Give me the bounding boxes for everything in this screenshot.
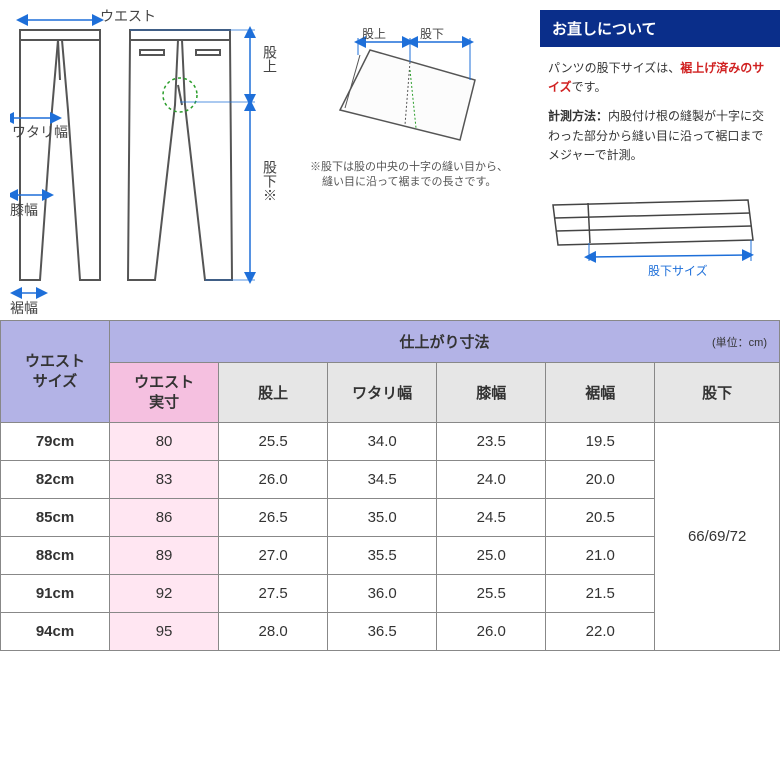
cell-val: 36.0: [328, 575, 437, 613]
table-body: 79cm8025.534.023.519.566/69/7282cm8326.0…: [1, 423, 780, 651]
cell-size: 82cm: [1, 461, 110, 499]
cell-val: 35.5: [328, 537, 437, 575]
cell-val: 25.5: [219, 423, 328, 461]
cell-inseam-merged: 66/69/72: [655, 423, 780, 651]
cell-val: 27.5: [219, 575, 328, 613]
label-inseam-short: 股下: [420, 25, 444, 42]
cell-val: 25.0: [437, 537, 546, 575]
cell-val: 20.0: [546, 461, 655, 499]
cell-val: 35.0: [328, 499, 437, 537]
label-rise-short: 股上: [362, 25, 386, 42]
cell-val: 21.5: [546, 575, 655, 613]
label-rise: 股上: [260, 45, 280, 73]
th-col-3: 裾幅: [546, 363, 655, 423]
th-col-1: ワタリ幅: [328, 363, 437, 423]
cell-val: 23.5: [437, 423, 546, 461]
th-col-4: 股下: [655, 363, 780, 423]
cell-val: 25.5: [437, 575, 546, 613]
table-row: 79cm8025.534.023.519.566/69/72: [1, 423, 780, 461]
info-header: お直しについて: [540, 10, 780, 47]
cell-val: 22.0: [546, 613, 655, 651]
top-section: ウエスト ワタリ幅 膝幅 裾幅 股上 股下※ 股上 股下 ※股下は股の中央の十字…: [0, 0, 780, 320]
cell-val: 26.0: [437, 613, 546, 651]
cell-val: 27.0: [219, 537, 328, 575]
cell-val: 36.5: [328, 613, 437, 651]
th-waist-size: ウエストサイズ: [1, 321, 110, 423]
cell-actual: 95: [110, 613, 219, 651]
cell-val: 34.5: [328, 461, 437, 499]
info-line2: 計測方法：内股付け根の縫製が十字に交わった部分から縫い目に沿って裾口までメジャー…: [548, 107, 772, 165]
label-thigh: ワタリ幅: [12, 122, 68, 142]
info-panel: お直しについて パンツの股下サイズは、裾上げ済みのサイズです。 計測方法：内股付…: [540, 0, 780, 320]
label-inseam: 股下※: [260, 160, 280, 202]
cell-actual: 86: [110, 499, 219, 537]
inseam-note: ※股下は股の中央の十字の縫い目から、 縫い目に沿って裾までの長さです。: [310, 160, 510, 191]
hem-diagram-svg: 股下サイズ: [548, 185, 768, 285]
cell-val: 19.5: [546, 423, 655, 461]
cell-val: 24.5: [437, 499, 546, 537]
cell-val: 34.0: [328, 423, 437, 461]
th-col-0: 股上: [219, 363, 328, 423]
inseam-size-label: 股下サイズ: [648, 263, 708, 278]
cell-actual: 92: [110, 575, 219, 613]
label-hem: 裾幅: [10, 298, 38, 318]
cell-val: 21.0: [546, 537, 655, 575]
cell-size: 91cm: [1, 575, 110, 613]
cell-size: 79cm: [1, 423, 110, 461]
cell-size: 94cm: [1, 613, 110, 651]
note-line2: 縫い目に沿って裾までの長さです。: [310, 176, 496, 188]
th-finish: 仕上がり寸法 (単位：cm): [110, 321, 780, 363]
cell-size: 85cm: [1, 499, 110, 537]
unit-label: (単位：cm): [712, 334, 767, 350]
label-knee: 膝幅: [10, 200, 38, 220]
info-body: パンツの股下サイズは、裾上げ済みのサイズです。 計測方法：内股付け根の縫製が十字…: [540, 47, 780, 303]
cell-actual: 83: [110, 461, 219, 499]
cell-val: 28.0: [219, 613, 328, 651]
cell-size: 88cm: [1, 537, 110, 575]
note-line1: ※股下は股の中央の十字の縫い目から、: [310, 161, 508, 173]
cell-val: 24.0: [437, 461, 546, 499]
size-table: ウエストサイズ 仕上がり寸法 (単位：cm) ウエスト実寸 股上 ワタリ幅 膝幅…: [0, 320, 780, 651]
info-line1: パンツの股下サイズは、裾上げ済みのサイズです。: [548, 59, 772, 97]
label-waist: ウエスト: [100, 6, 156, 26]
cell-val: 26.0: [219, 461, 328, 499]
diagram-area: ウエスト ワタリ幅 膝幅 裾幅 股上 股下※ 股上 股下 ※股下は股の中央の十字…: [0, 0, 540, 320]
cell-val: 26.5: [219, 499, 328, 537]
cell-actual: 80: [110, 423, 219, 461]
cell-actual: 89: [110, 537, 219, 575]
th-col-2: 膝幅: [437, 363, 546, 423]
cell-val: 20.5: [546, 499, 655, 537]
th-waist-actual: ウエスト実寸: [110, 363, 219, 423]
